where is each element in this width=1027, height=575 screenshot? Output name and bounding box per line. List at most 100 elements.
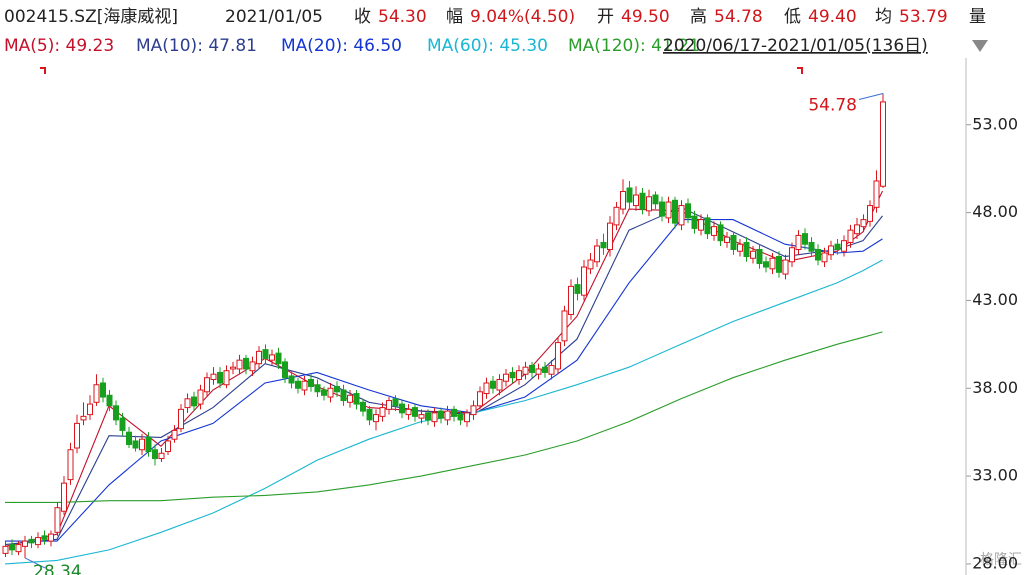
ma-line xyxy=(5,331,883,503)
candle-body xyxy=(184,398,191,409)
y-tick-label: 33.00 xyxy=(972,466,1018,485)
quote-value: 49.40 xyxy=(808,7,857,27)
candle-body xyxy=(756,248,763,265)
plot xyxy=(2,93,971,569)
candle-body xyxy=(769,257,776,270)
candle-body xyxy=(158,452,165,460)
y-tick-label: 48.00 xyxy=(972,202,1018,221)
candle-body xyxy=(269,354,275,361)
candle-body xyxy=(860,219,867,228)
candle-body xyxy=(282,361,288,379)
candle-body xyxy=(210,373,217,380)
candle-body xyxy=(249,361,256,372)
candle-body xyxy=(470,405,477,416)
candle-body xyxy=(67,449,74,481)
candle-body xyxy=(685,203,691,219)
legend-entry: MA(120): 41.21 xyxy=(568,36,700,56)
candle-body xyxy=(828,245,834,256)
y-tick-label: 53.00 xyxy=(972,114,1018,133)
candle-body xyxy=(483,382,490,395)
candle-body xyxy=(139,438,145,451)
candle-body xyxy=(626,187,633,203)
candle-body xyxy=(821,252,828,263)
candle-body xyxy=(28,538,35,544)
candle-body xyxy=(451,408,457,417)
legend-entry: MA(5): 49.23 xyxy=(4,36,114,56)
candle-body xyxy=(15,544,22,553)
candle-body xyxy=(678,205,685,226)
quote-label: 幅 xyxy=(446,7,463,27)
candle-body xyxy=(665,201,672,219)
candle-body xyxy=(178,408,184,430)
quote-label: 开 xyxy=(597,7,614,27)
candle-body xyxy=(93,384,100,403)
candle-body xyxy=(873,180,880,208)
candle-body xyxy=(639,192,646,210)
candle-body xyxy=(87,403,93,416)
candle-body xyxy=(763,261,769,268)
candle-body xyxy=(353,393,360,405)
candle-body xyxy=(587,259,594,270)
candle-body xyxy=(48,533,54,542)
candle-body xyxy=(74,422,80,449)
candle-body xyxy=(347,394,353,403)
candle-body xyxy=(314,384,321,393)
marker xyxy=(40,67,46,74)
candle-body xyxy=(405,408,412,416)
candle-body xyxy=(80,415,87,421)
candle-body xyxy=(444,410,451,421)
candle-body xyxy=(607,222,613,250)
candle-body xyxy=(522,366,529,375)
candle-body xyxy=(165,440,171,453)
y-tick-label: 43.00 xyxy=(972,290,1018,309)
quote-items: 收 54.30 幅 9.04%(4.50) 开 49.50 高 54.78 低 49.40 均 53.… xyxy=(354,7,948,27)
quote-label: 均 xyxy=(875,7,892,27)
candle-body xyxy=(360,401,366,412)
candle-body xyxy=(379,407,386,417)
candle-body xyxy=(35,537,41,546)
candle-body xyxy=(275,352,282,365)
candle-body xyxy=(581,266,587,296)
candle-body xyxy=(854,224,860,235)
candle-body xyxy=(613,206,620,226)
min-label: 28.34 xyxy=(33,562,82,575)
candle-body xyxy=(61,482,67,512)
candle-body xyxy=(204,377,210,393)
quote-label: 收 xyxy=(354,7,371,27)
tail-label: 量 xyxy=(969,7,986,27)
candle-body xyxy=(529,364,535,373)
candle-body xyxy=(717,224,724,242)
candle-body xyxy=(776,256,782,273)
dropdown-icon[interactable] xyxy=(972,40,988,52)
candle-body xyxy=(366,408,373,421)
candle-body xyxy=(412,407,418,417)
ma-line xyxy=(5,219,883,542)
y-tick-label: 28.00 xyxy=(972,553,1018,572)
candle-body xyxy=(152,449,158,460)
legend-entry: MA(20): 46.50 xyxy=(281,36,402,56)
candle-body xyxy=(672,199,678,224)
candle-body xyxy=(795,234,802,250)
candle-body xyxy=(399,403,405,414)
candle-body xyxy=(2,545,9,554)
candle-body xyxy=(119,417,126,431)
candle-body xyxy=(340,389,347,402)
candle-body xyxy=(633,194,639,207)
candle-body xyxy=(132,440,139,449)
candle-body xyxy=(223,370,230,386)
candle-body xyxy=(574,284,581,294)
candle-body xyxy=(327,387,334,398)
candle-body xyxy=(847,229,854,243)
symbol: 002415.SZ[海康威视] xyxy=(4,7,178,27)
date: 2021/01/05 xyxy=(225,7,323,27)
candle-body xyxy=(600,241,607,249)
candle-body xyxy=(516,370,522,380)
candle-body xyxy=(100,382,106,398)
date-range[interactable]: 2020/06/17-2021/01/05(136日) xyxy=(663,36,928,56)
candle-body xyxy=(113,405,119,421)
candle-body xyxy=(418,414,425,419)
candle-body xyxy=(392,398,399,407)
candle-body xyxy=(568,285,574,315)
candle-body xyxy=(191,396,197,407)
